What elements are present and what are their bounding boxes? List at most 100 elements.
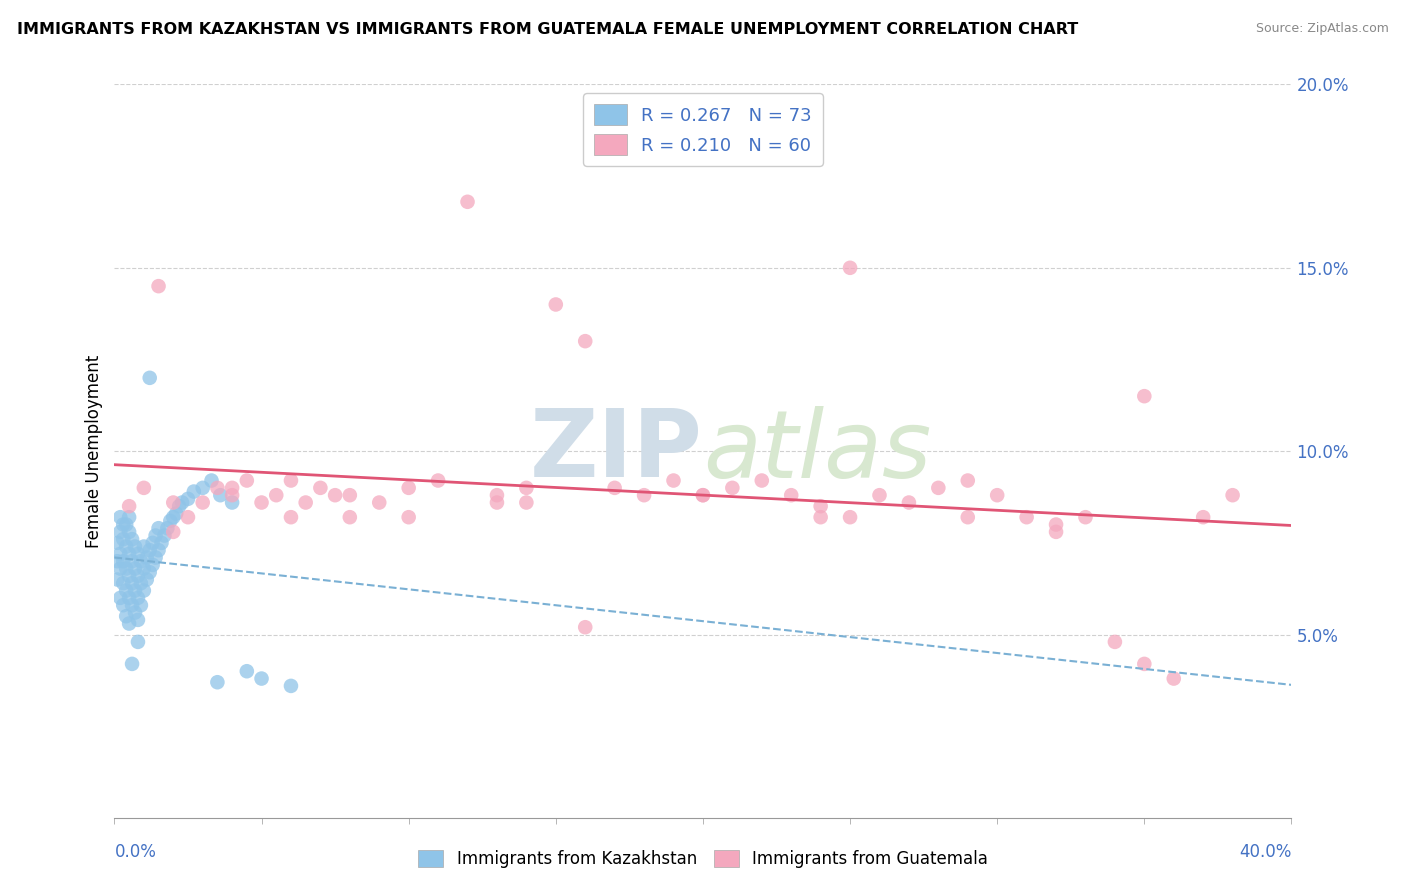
Point: [236, 474, 259, 488]
Point: [1015, 510, 1038, 524]
Point: [280, 510, 302, 524]
Point: [1074, 510, 1097, 524]
Point: [457, 194, 479, 209]
Point: [633, 488, 655, 502]
Point: [897, 495, 920, 509]
Point: [156, 521, 179, 535]
Point: [121, 532, 143, 546]
Point: [110, 510, 132, 524]
Text: 0.0%: 0.0%: [114, 843, 156, 861]
Point: [515, 481, 537, 495]
Point: [127, 547, 149, 561]
Point: [121, 554, 143, 568]
Point: [129, 598, 152, 612]
Point: [165, 507, 187, 521]
Point: [1104, 635, 1126, 649]
Point: [115, 517, 138, 532]
Point: [191, 481, 214, 495]
Point: [118, 616, 141, 631]
Text: IMMIGRANTS FROM KAZAKHSTAN VS IMMIGRANTS FROM GUATEMALA FEMALE UNEMPLOYMENT CORR: IMMIGRANTS FROM KAZAKHSTAN VS IMMIGRANTS…: [17, 22, 1078, 37]
Point: [162, 495, 184, 509]
Point: [485, 495, 508, 509]
Point: [127, 635, 149, 649]
Point: [810, 510, 832, 524]
Point: [115, 561, 138, 575]
Point: [221, 488, 243, 502]
Point: [956, 474, 979, 488]
Legend: Immigrants from Kazakhstan, Immigrants from Guatemala: Immigrants from Kazakhstan, Immigrants f…: [412, 843, 994, 875]
Point: [121, 576, 143, 591]
Point: [927, 481, 949, 495]
Point: [544, 297, 567, 311]
Point: [250, 495, 273, 509]
Point: [603, 481, 626, 495]
Point: [124, 561, 146, 575]
Point: [398, 510, 420, 524]
Point: [138, 565, 160, 579]
Point: [839, 260, 862, 275]
Point: [112, 598, 135, 612]
Point: [339, 488, 361, 502]
Point: [110, 524, 132, 539]
Point: [124, 606, 146, 620]
Point: [294, 495, 316, 509]
Point: [132, 540, 155, 554]
Point: [118, 591, 141, 605]
Point: [159, 514, 181, 528]
Point: [115, 609, 138, 624]
Point: [250, 672, 273, 686]
Point: [132, 481, 155, 495]
Text: ZIP: ZIP: [530, 405, 703, 497]
Point: [986, 488, 1008, 502]
Point: [751, 474, 773, 488]
Point: [162, 510, 184, 524]
Text: Source: ZipAtlas.com: Source: ZipAtlas.com: [1256, 22, 1389, 36]
Point: [1133, 657, 1156, 671]
Point: [398, 481, 420, 495]
Point: [200, 474, 222, 488]
Point: [1192, 510, 1215, 524]
Point: [110, 547, 132, 561]
Point: [183, 484, 205, 499]
Point: [118, 569, 141, 583]
Point: [142, 558, 165, 572]
Point: [574, 620, 596, 634]
Point: [127, 591, 149, 605]
Point: [662, 474, 685, 488]
Legend: R = 0.267   N = 73, R = 0.210   N = 60: R = 0.267 N = 73, R = 0.210 N = 60: [583, 94, 823, 166]
Text: 40.0%: 40.0%: [1239, 843, 1292, 861]
Point: [112, 532, 135, 546]
Point: [209, 488, 232, 502]
Point: [148, 279, 170, 293]
Point: [810, 499, 832, 513]
Point: [1045, 517, 1067, 532]
Point: [485, 488, 508, 502]
Point: [162, 524, 184, 539]
Point: [839, 510, 862, 524]
Point: [145, 528, 167, 542]
Point: [118, 547, 141, 561]
Point: [869, 488, 891, 502]
Point: [118, 499, 141, 513]
Point: [177, 491, 200, 506]
Point: [264, 488, 287, 502]
Point: [118, 524, 141, 539]
Point: [132, 583, 155, 598]
Point: [780, 488, 803, 502]
Point: [153, 528, 176, 542]
Point: [121, 598, 143, 612]
Point: [692, 488, 714, 502]
Point: [515, 495, 537, 509]
Point: [135, 573, 157, 587]
Point: [172, 495, 194, 509]
Point: [127, 569, 149, 583]
Point: [221, 481, 243, 495]
Point: [721, 481, 744, 495]
Point: [138, 371, 160, 385]
Point: [112, 576, 135, 591]
Point: [1045, 524, 1067, 539]
Point: [112, 517, 135, 532]
Point: [368, 495, 391, 509]
Point: [323, 488, 346, 502]
Point: [309, 481, 332, 495]
